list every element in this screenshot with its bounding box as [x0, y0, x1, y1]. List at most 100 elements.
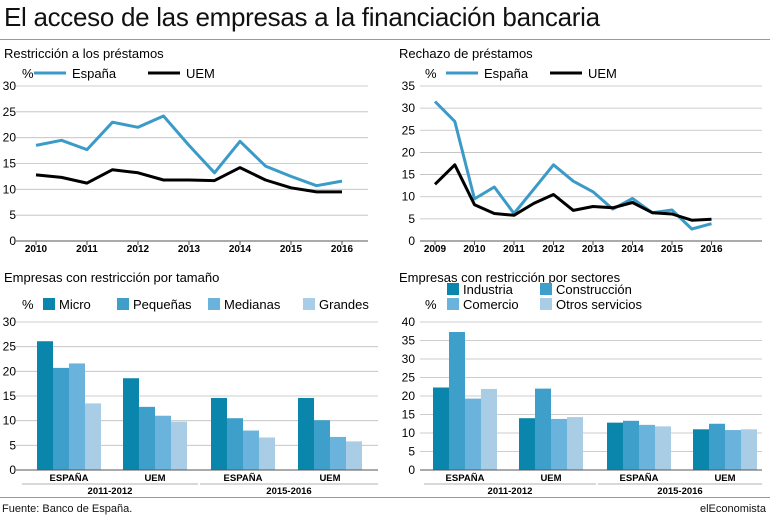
y-tick-label: 0 — [9, 234, 16, 248]
y-tick-label: 25 — [3, 105, 17, 119]
y-tick-label: 5 — [9, 438, 16, 452]
y-tick-label: 15 — [402, 408, 416, 422]
group-label: 2011-2012 — [488, 486, 533, 497]
legend-label: Micro — [59, 297, 91, 312]
category-label: UEM — [540, 473, 561, 484]
x-tick-label: 2014 — [229, 244, 252, 255]
y-tick-label: 40 — [402, 315, 416, 329]
x-tick-label: 2011 — [76, 244, 98, 255]
y-tick-label: 35 — [402, 79, 416, 93]
y-tick-label: 25 — [3, 340, 17, 354]
bar — [243, 430, 259, 470]
x-tick-label: 2011 — [503, 244, 525, 255]
legend-label: Pequeñas — [133, 297, 192, 312]
y-tick-label: 20 — [402, 145, 416, 159]
bar — [465, 398, 481, 470]
y-tick-label: 15 — [3, 157, 17, 171]
x-tick-label: 2016 — [700, 244, 723, 255]
y-tick-label: 10 — [3, 414, 17, 428]
bar — [725, 430, 741, 470]
chart-title: Empresas con restricción por sectores — [399, 270, 621, 285]
bar — [314, 420, 330, 470]
category-label: UEM — [714, 473, 735, 484]
brand-logo: elEconomista — [699, 503, 766, 515]
x-tick-label: 2010 — [25, 244, 48, 255]
chart-title: Empresas con restricción por tamaño — [4, 270, 219, 285]
y-tick-label: 10 — [402, 190, 416, 204]
footer-divider — [0, 497, 770, 498]
legend-label: Comercio — [463, 297, 519, 312]
x-tick-label: 2015 — [661, 244, 684, 255]
bar — [69, 363, 85, 470]
legend-swatch — [43, 298, 55, 310]
legend-label: España — [484, 66, 529, 81]
y-tick-label: 5 — [9, 208, 16, 222]
bar — [639, 424, 655, 470]
legend-swatch — [540, 283, 552, 295]
title-divider — [0, 39, 770, 40]
bar — [211, 397, 227, 470]
bar — [519, 418, 535, 470]
y-tick-label: 30 — [402, 101, 416, 115]
legend-label: Construcción — [556, 282, 632, 297]
y-tick-label: 0 — [9, 463, 16, 477]
y-unit-label: % — [425, 297, 437, 312]
bar — [607, 422, 623, 470]
y-tick-label: 20 — [3, 131, 17, 145]
legend-swatch — [447, 283, 459, 295]
bar — [433, 387, 449, 470]
series-line — [35, 114, 343, 188]
bar — [155, 415, 171, 470]
y-tick-label: 30 — [3, 79, 17, 93]
x-tick-label: 2016 — [331, 244, 354, 255]
y-tick-label: 0 — [408, 463, 415, 477]
bar — [535, 388, 551, 470]
bar — [85, 403, 101, 470]
bar — [123, 378, 139, 470]
x-tick-label: 2012 — [127, 244, 150, 255]
legend-label: Grandes — [319, 297, 369, 312]
bar — [623, 420, 639, 470]
y-tick-label: 25 — [402, 371, 416, 385]
y-unit-label: % — [425, 66, 437, 81]
bar — [655, 426, 671, 470]
y-tick-label: 30 — [402, 352, 416, 366]
legend-label: Industria — [463, 282, 514, 297]
y-tick-label: 10 — [3, 182, 17, 196]
y-tick-label: 0 — [408, 234, 415, 248]
category-label: UEM — [144, 473, 165, 484]
bar — [709, 423, 725, 470]
y-unit-label: % — [22, 66, 34, 81]
y-unit-label: % — [22, 297, 34, 312]
y-tick-label: 5 — [408, 212, 415, 226]
bar — [567, 417, 583, 470]
legend-label: UEM — [186, 66, 215, 81]
legend-label: España — [72, 66, 117, 81]
charts-canvas: Restricción a los préstamos% España UEM 0 5 1… — [3, 46, 762, 497]
y-tick-label: 15 — [402, 168, 416, 182]
group-label: 2011-2012 — [88, 486, 133, 497]
bar — [693, 429, 709, 470]
bar — [298, 397, 314, 470]
page-title: El acceso de las empresas a la financiac… — [4, 2, 600, 32]
legend-swatch — [540, 298, 552, 310]
y-tick-label: 25 — [402, 123, 416, 137]
y-tick-label: 10 — [402, 426, 416, 440]
legend-swatch — [208, 298, 220, 310]
category-label: ESPAÑA — [224, 473, 263, 484]
chart-title: Restricción a los préstamos — [4, 46, 164, 61]
group-label: 2015-2016 — [266, 486, 311, 497]
bar — [227, 418, 243, 470]
series-line — [433, 100, 712, 231]
legend-label: Otros servicios — [556, 297, 642, 312]
source-note: Fuente: Banco de España. — [2, 503, 133, 515]
category-label: UEM — [319, 473, 340, 484]
legend-swatch — [303, 298, 315, 310]
group-label: 2015-2016 — [657, 486, 702, 497]
bar — [139, 406, 155, 470]
series-line — [433, 163, 712, 222]
y-tick-label: 35 — [402, 334, 416, 348]
legend-label: Medianas — [224, 297, 281, 312]
x-tick-label: 2014 — [621, 244, 644, 255]
